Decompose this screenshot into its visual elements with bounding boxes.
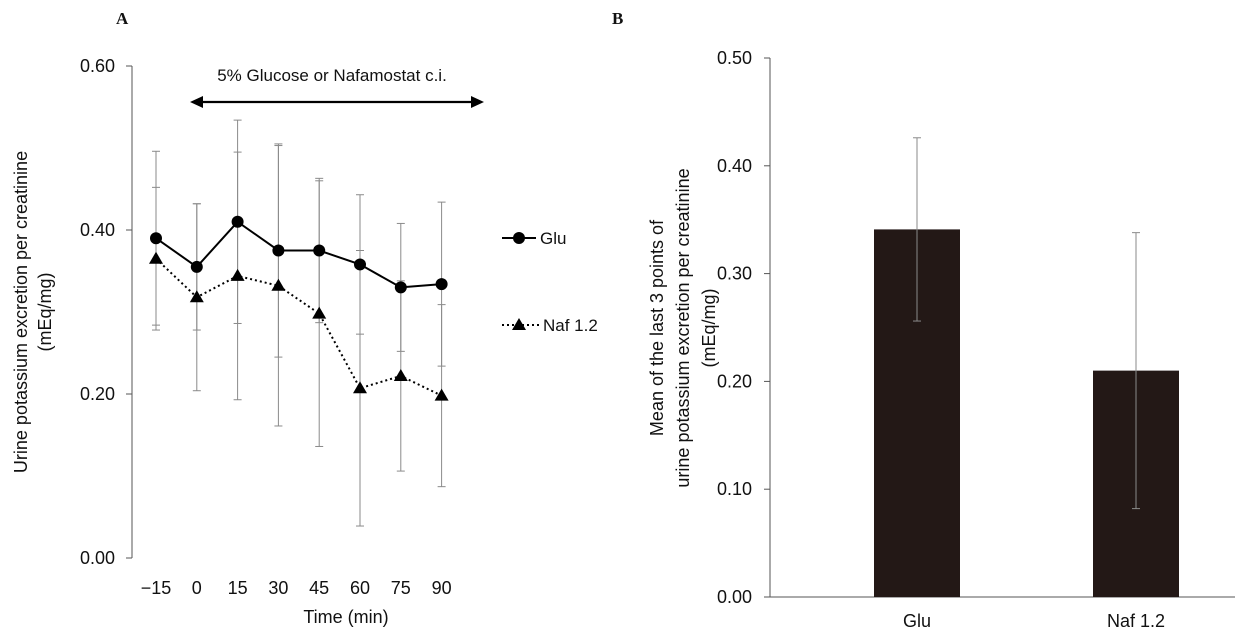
data-point-naf — [189, 290, 204, 303]
chart-a-y-tick-label: 0.60 — [80, 56, 115, 76]
chart-a-x-tick-label: 15 — [228, 578, 248, 598]
data-point-glu — [231, 215, 244, 228]
chart-b-y-tick-label: 0.30 — [717, 264, 752, 284]
chart-a-y-axis-title: Urine potassium excretion per creatinine… — [11, 151, 55, 473]
chart-a-x-tick-label: 75 — [391, 578, 411, 598]
chart-a-y-tick-label: 0.40 — [80, 220, 115, 240]
data-point-naf — [271, 278, 286, 291]
error-bar-glu — [913, 137, 921, 322]
chart-a-x-tick-label: 30 — [268, 578, 288, 598]
chart-b-y-tick-label: 0.50 — [717, 48, 752, 68]
panel-b-letter: B — [612, 9, 623, 28]
data-point-glu — [354, 258, 366, 271]
data-point-naf — [434, 388, 449, 401]
chart-b-y-label-line2: urine potassium excretion per creatinine — [673, 168, 693, 487]
legend-item-naf: Naf 1.2 — [502, 316, 598, 335]
error-bar-naf — [1132, 232, 1140, 510]
chart-a-x-tick-label: 90 — [432, 578, 452, 598]
chart-a-x-ticks: −15 0 15 30 45 60 75 90 — [141, 578, 452, 598]
legend-naf-label: Naf 1.2 — [543, 316, 598, 335]
chart-b-bars — [874, 229, 1179, 598]
data-point-naf — [353, 381, 367, 394]
legend-glu-marker — [513, 232, 525, 244]
data-point-naf — [230, 268, 245, 281]
data-point-naf — [312, 306, 327, 319]
panel-a-letter: A — [116, 9, 129, 28]
chart-a-x-tick-label: 45 — [309, 578, 329, 598]
chart-a: 0.00 0.20 0.40 0.60 −15 0 15 30 45 60 75 90 Time (… — [11, 56, 598, 627]
chart-b-y-tick-label: 0.20 — [717, 371, 752, 391]
legend-naf-marker — [512, 318, 526, 330]
chart-b-y-tick-label: 0.00 — [717, 587, 752, 607]
chart-b-x-tick-label: Glu — [903, 611, 931, 631]
chart-a-x-tick-label: 60 — [350, 578, 370, 598]
chart-a-y-ticks: 0.00 0.20 0.40 0.60 — [80, 56, 132, 568]
chart-a-error-bars — [152, 119, 446, 527]
chart-b-y-axis-title: Mean of the last 3 points of urine potas… — [647, 168, 719, 487]
chart-b-y-ticks: 0.00 0.10 0.20 0.30 0.40 0.50 — [717, 48, 770, 607]
treatment-arrow-right-head — [471, 96, 484, 108]
series-line-glu — [155, 220, 442, 289]
chart-a-y-tick-label: 0.00 — [80, 548, 115, 568]
chart-b-x-tick-label: Naf 1.2 — [1107, 611, 1165, 631]
chart-a-y-label-line1: Urine potassium excretion per creatinine — [11, 151, 31, 473]
chart-b: 0.00 0.10 0.20 0.30 0.40 0.50 Glu Naf 1.2 Mean… — [647, 48, 1235, 631]
chart-b-error-bars — [913, 137, 1140, 510]
legend-glu-label: Glu — [540, 229, 566, 248]
chart-a-series-lines — [155, 220, 443, 397]
data-point-naf — [149, 251, 163, 264]
data-point-naf — [393, 368, 408, 381]
chart-b-x-ticks: Glu Naf 1.2 — [903, 611, 1165, 631]
data-point-glu — [435, 278, 448, 291]
chart-a-legend: Glu Naf 1.2 — [502, 229, 598, 335]
chart-a-markers — [149, 215, 449, 401]
treatment-annotation: 5% Glucose or Nafamostat c.i. — [190, 66, 484, 108]
chart-a-y-tick-label: 0.20 — [80, 384, 115, 404]
data-point-glu — [272, 244, 285, 257]
chart-b-y-label-line3: (mEq/mg) — [699, 288, 719, 367]
chart-a-y-label-line2: (mEq/mg) — [35, 272, 55, 351]
treatment-annotation-label: 5% Glucose or Nafamostat c.i. — [217, 66, 447, 85]
data-point-glu — [190, 260, 203, 273]
chart-b-y-tick-label: 0.40 — [717, 156, 752, 176]
chart-b-y-tick-label: 0.10 — [717, 479, 752, 499]
data-point-glu — [394, 281, 407, 294]
treatment-arrow-left-head — [190, 96, 203, 108]
data-point-glu — [150, 232, 162, 245]
chart-a-x-tick-label: −15 — [141, 578, 172, 598]
chart-b-y-label-line1: Mean of the last 3 points of — [647, 219, 667, 436]
chart-a-x-tick-label: 0 — [192, 578, 202, 598]
legend-item-glu: Glu — [502, 229, 566, 248]
data-point-glu — [313, 244, 326, 257]
chart-a-x-axis-label: Time (min) — [303, 607, 388, 627]
